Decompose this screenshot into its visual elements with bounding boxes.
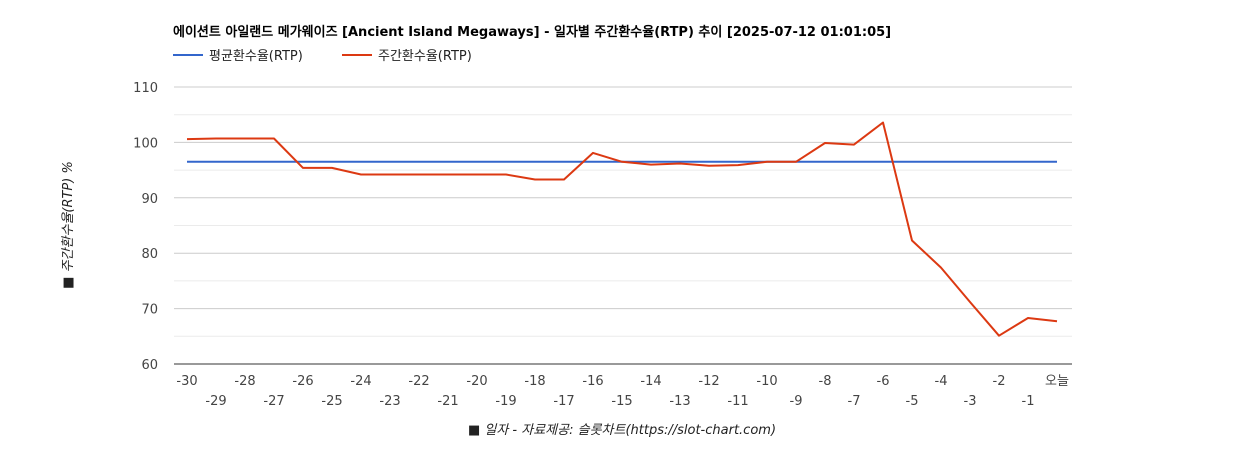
x-tick-label: -14	[640, 374, 661, 389]
x-tick-label: -9	[790, 394, 803, 409]
y-tick-label: 100	[133, 136, 158, 151]
x-tick-label: -19	[495, 394, 516, 409]
legend: 평균환수율(RTP) 주간환수율(RTP)	[173, 49, 472, 64]
x-tick-label: -23	[379, 394, 400, 409]
x-tick-label: -4	[935, 374, 948, 389]
x-tick-label: -21	[437, 394, 458, 409]
x-tick-label: -29	[205, 394, 226, 409]
x-tick-label: 오늘	[1045, 374, 1069, 389]
x-tick-label: -13	[669, 394, 690, 409]
x-tick-label: -24	[350, 374, 371, 389]
x-tick-label: -10	[756, 374, 777, 389]
x-tick-label: -30	[176, 374, 197, 389]
grid-lines	[174, 86, 1072, 365]
x-tick-label: -27	[263, 394, 284, 409]
y-tick-label: 90	[141, 192, 158, 207]
x-tick-label: -25	[321, 394, 342, 409]
y-tick-label: 80	[141, 247, 158, 262]
series-lines	[186, 121, 1058, 337]
y-axis-ticks: 110 100 90 80 70 60	[133, 81, 158, 373]
legend-item-average[interactable]: 평균환수율(RTP)	[173, 49, 303, 64]
y-tick-label: 110	[133, 81, 158, 96]
x-tick-label: -28	[234, 374, 255, 389]
x-tick-label: -12	[698, 374, 719, 389]
legend-label-average: 평균환수율(RTP)	[209, 49, 303, 64]
legend-item-weekly[interactable]: 주간환수율(RTP)	[342, 49, 472, 64]
x-tick-label: -1	[1022, 394, 1035, 409]
x-tick-label: -8	[819, 374, 832, 389]
x-tick-label: -26	[292, 374, 313, 389]
x-axis-title: ■ 일자 - 자료제공: 슬롯차트(https://slot-chart.com…	[468, 423, 776, 438]
y-tick-label: 70	[141, 303, 158, 318]
x-tick-label: -20	[466, 374, 487, 389]
series-line-weekly	[186, 121, 1058, 337]
x-tick-label: -11	[727, 394, 748, 409]
x-tick-label: -17	[553, 394, 574, 409]
x-tick-label: -7	[848, 394, 861, 409]
x-axis-ticks: -30-29-28-27-26-25-24-23-22-21-20-19-18-…	[176, 374, 1069, 409]
chart-title: 에이션트 아일랜드 메가웨이즈 [Ancient Island Megaways…	[173, 24, 891, 40]
x-tick-label: -22	[408, 374, 429, 389]
x-tick-label: -2	[993, 374, 1006, 389]
x-tick-label: -5	[906, 394, 919, 409]
x-tick-label: -3	[964, 394, 977, 409]
x-tick-label: -18	[524, 374, 545, 389]
x-tick-label: -16	[582, 374, 603, 389]
legend-label-weekly: 주간환수율(RTP)	[378, 49, 472, 64]
y-tick-label: 60	[141, 358, 158, 373]
y-axis-title: ■ 주간환수율(RTP) %	[61, 161, 76, 289]
x-tick-label: -15	[611, 394, 632, 409]
x-tick-label: -6	[877, 374, 890, 389]
